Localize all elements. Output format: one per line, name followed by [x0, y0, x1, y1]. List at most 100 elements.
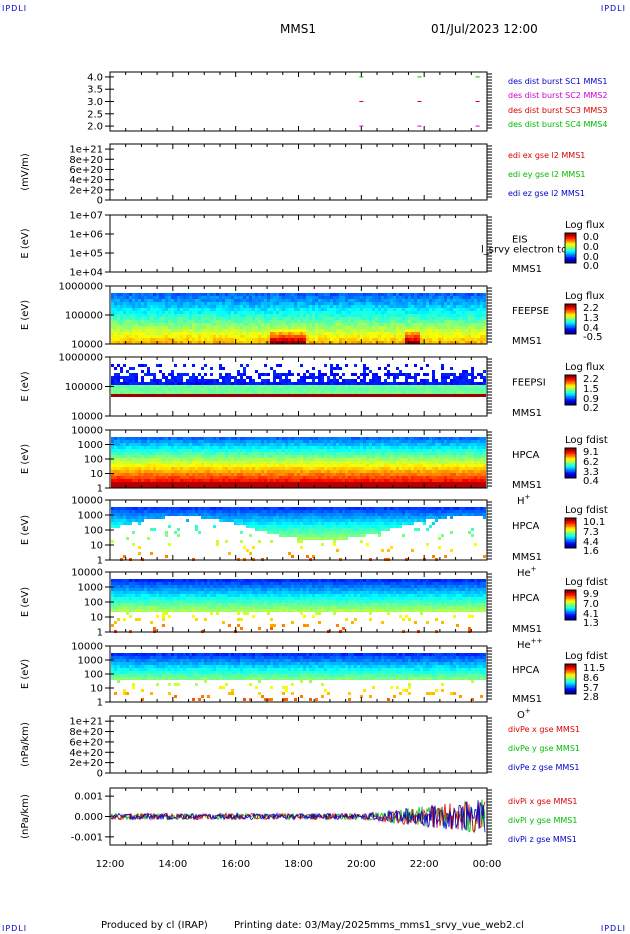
feeps_i-colorbar-tick: 0.9	[583, 394, 599, 405]
edi-ylabel: (mV/m)	[20, 153, 31, 191]
feeps_i-spectrogram	[111, 364, 486, 397]
divpe-frame	[109, 715, 488, 774]
feeps_e-spacecraft-label: MMS1	[512, 336, 542, 347]
time-tick-label: 16:00	[221, 859, 250, 870]
time-tick-label: 12:00	[96, 859, 125, 870]
hpca_o-ytick-label: 10	[90, 684, 103, 695]
feeps_e-ytick-label: 10000	[71, 340, 103, 351]
eis-colorbar-tick: 0.0	[583, 242, 599, 253]
edi-ytick-label: 6e+20	[69, 165, 103, 176]
time-tick-label: 20:00	[347, 859, 376, 870]
hpca_h-species-sup: +	[525, 493, 531, 501]
feeps_e-ytick-label: 100000	[65, 311, 103, 322]
hpca_hepp-colorbar	[564, 589, 577, 621]
divpi-ytick-label: -0.001	[71, 832, 103, 843]
footer-produced-by: Produced by cl (IRAP)	[101, 920, 208, 931]
hpca_o-species-label: O+	[517, 707, 531, 721]
hpca_he-spacecraft-label: MMS1	[512, 552, 542, 563]
hpca_hepp-ylabel: E (eV)	[20, 587, 31, 617]
hpca_he-ytick-label: 10000	[71, 496, 103, 507]
hpca_he-spectrogram	[111, 507, 486, 561]
feeps_i-ytick-label: 100000	[65, 382, 103, 393]
hpca_he-colorbar-tick: 7.3	[583, 527, 599, 538]
hpca_hepp-spectrogram	[111, 579, 486, 633]
eis-frame	[109, 214, 488, 273]
eis-spacecraft-label: MMS1	[512, 264, 542, 275]
footer-printing-date: Printing date: 03/May/2025	[234, 920, 371, 931]
time-tick-label: 22:00	[410, 859, 439, 870]
hpca_o-ytick-label: 1	[97, 698, 103, 709]
hpca_he-colorbar	[564, 517, 577, 549]
hpca_hepp-colorbar-title: Log fdist	[565, 577, 608, 588]
legend-divpi: divPi x gse MMS1	[508, 797, 577, 806]
hpca_h-colorbar-tick: 0.4	[583, 476, 599, 487]
hpca_h-colorbar-tick: 6.2	[583, 457, 599, 468]
hpca_o-colorbar-title: Log fdist	[565, 651, 608, 662]
hpca_he-ytick-label: 1000	[78, 511, 103, 522]
hpca_he-species-sup: +	[531, 565, 537, 573]
legend-edi: edi ex gse l2 MMS1	[508, 151, 585, 160]
feeps_i-ytick-label: 1000000	[58, 353, 103, 364]
footer-product: mms_mms1_srvy_vue_web2.cl	[370, 920, 524, 931]
hpca_hepp-ytick-label: 100	[84, 598, 103, 609]
hpca_o-colorbar	[564, 663, 577, 695]
feeps_i-colorbar-tick: 1.5	[583, 384, 599, 395]
hpca_o-ylabel: E (eV)	[20, 659, 31, 689]
divpi-ylabel: (nPa/km)	[20, 794, 31, 839]
hpca_he-colorbar-tick: 4.4	[583, 537, 599, 548]
hpca_hepp-colorbar-tick: 1.3	[583, 618, 599, 629]
legend-divpi: divPi y gse MMS1	[508, 816, 577, 825]
hpca_o-spacecraft-label: MMS1	[512, 694, 542, 705]
hpca_o-colorbar-tick: 8.6	[583, 673, 599, 684]
feeps_i-ylabel: E (eV)	[20, 371, 31, 401]
page-title: MMS1	[280, 22, 316, 36]
hpca_h-ytick-label: 1	[97, 484, 103, 495]
dist-ytick-label: 2.0	[87, 122, 103, 133]
hpca_h-colorbar	[564, 447, 577, 479]
eis-colorbar-tick: 0.0	[583, 261, 599, 272]
eis-colorbar-tick: 0.0	[583, 232, 599, 243]
hpca_hepp-ytick-label: 10	[90, 613, 103, 624]
dist-ytick-label: 3.0	[87, 97, 103, 108]
feeps_e-instrument-label: FEEPSE	[512, 306, 549, 317]
eis-colorbar	[564, 232, 577, 264]
edi-ytick-label: 2e+20	[69, 185, 103, 196]
hpca_hepp-instrument-label: HPCA	[512, 593, 540, 604]
hpca_he-ylabel: E (eV)	[20, 515, 31, 545]
hpca_hepp-spacecraft-label: MMS1	[512, 624, 542, 635]
hpca_h-ytick-label: 10000	[71, 426, 103, 437]
hpca_he-colorbar-title: Log fdist	[565, 505, 608, 516]
page-datetime: 01/Jul/2023 12:00	[431, 22, 538, 36]
divpi-ytick-label: 0.001	[74, 792, 103, 803]
eis-overlay-text: l_srvy electron to	[481, 245, 567, 256]
eis-ytick-label: 1e+07	[69, 211, 103, 222]
hpca_he-colorbar-tick: 10.1	[583, 517, 605, 528]
hpca_h-ytick-label: 100	[84, 455, 103, 466]
hpca_he-ytick-label: 1	[97, 556, 103, 567]
hpca_hepp-ytick-label: 10000	[71, 568, 103, 579]
hpca_o-species-sup: +	[525, 707, 531, 715]
hpca_hepp-ytick-label: 1000	[78, 583, 103, 594]
hpca_h-colorbar-tick: 9.1	[583, 447, 599, 458]
hpca_hepp-colorbar-tick: 7.0	[583, 599, 599, 610]
hpca_hepp-colorbar-tick: 9.9	[583, 589, 599, 600]
legend-divpe: divPe y gse MMS1	[508, 744, 580, 753]
feeps_e-colorbar-tick: 0.4	[583, 323, 599, 334]
divpi-series-2	[110, 800, 486, 833]
hpca_h-colorbar-tick: 3.3	[583, 467, 599, 478]
hpca_hepp-species-sup: ++	[531, 637, 543, 645]
divpe-ytick-label: 4e+20	[69, 748, 103, 759]
eis-instrument-label: EIS	[512, 235, 528, 246]
hpca_o-instrument-label: HPCA	[512, 665, 540, 676]
dist-ytick-label: 2.5	[87, 109, 103, 120]
legend-divpe: divPe z gse MMS1	[508, 763, 579, 772]
dist-ytick-label: 3.5	[87, 85, 103, 96]
hpca_h-instrument-label: HPCA	[512, 450, 540, 461]
feeps_e-ytick-label: 1000000	[58, 282, 103, 293]
feeps_i-colorbar-title: Log flux	[565, 362, 605, 373]
hpca_h-ytick-label: 1000	[78, 440, 103, 451]
divpe-ytick-label: 1e+21	[69, 717, 103, 728]
dist-frame	[109, 71, 488, 132]
time-tick-label: 14:00	[158, 859, 187, 870]
feeps_e-colorbar-tick: 1.3	[583, 313, 599, 324]
